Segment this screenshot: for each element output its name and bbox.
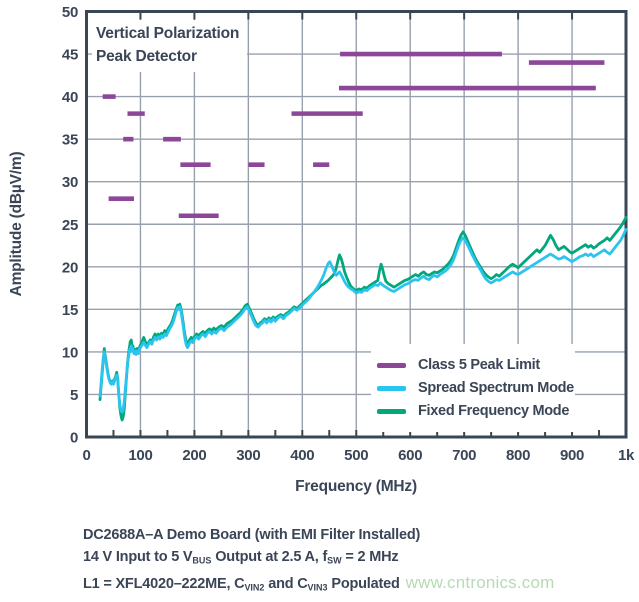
legend-item-class5-limit: Class 5 Peak Limit [377,357,575,373]
svg-text:45: 45 [62,47,78,64]
fixed-frequency-swatch-icon [377,408,406,414]
caption-line-3: L1 = XFL4020–222ME, CVIN2 and CVIN3 Popu… [83,572,555,593]
caption-line-2: 14 V Input to 5 VBUS Output at 2.5 A, fS… [83,549,399,566]
svg-text:25: 25 [62,217,78,234]
svg-text:35: 35 [62,132,78,149]
legend-item-fixed-frequency: Fixed Frequency Mode [377,403,575,419]
watermark-text: www.cntronics.com [405,572,555,592]
x-tick-labels: 0 100 200 300 400 500 600 700 800 900 1k [82,447,635,464]
svg-text:100: 100 [128,447,152,464]
svg-text:10: 10 [62,344,78,361]
svg-text:0: 0 [82,447,90,464]
annotation-line-2: Peak Detector [96,48,197,65]
series-spread-spectrum-mode [98,227,628,413]
svg-text:900: 900 [560,447,584,464]
svg-text:300: 300 [236,447,260,464]
svg-text:0: 0 [70,430,78,447]
svg-text:50: 50 [62,4,78,21]
legend-label: Class 5 Peak Limit [418,357,540,373]
spread-spectrum-swatch-icon [377,385,406,391]
svg-text:500: 500 [344,447,368,464]
y-axis-title: Amplitude (dBµV/m) [8,151,25,297]
class5-limit-swatch-icon [377,362,406,368]
plot-annotation: Vertical Polarization Peak Detector [92,20,248,72]
svg-text:800: 800 [506,447,530,464]
class5-limit-segments [102,51,605,219]
plot-frame [85,10,628,439]
svg-text:30: 30 [62,174,78,191]
svg-text:15: 15 [62,302,78,319]
legend: Class 5 Peak Limit Spread Spectrum Mode … [371,344,575,432]
chart-canvas: 0 100 200 300 400 500 600 700 800 900 1k 0 5 10 15 20 25… [62,4,635,464]
legend-label: Spread Spectrum Mode [418,380,574,396]
svg-text:200: 200 [182,447,206,464]
svg-text:600: 600 [398,447,422,464]
caption-block: DC2688A–A Demo Board (with EMI Filter In… [83,524,555,598]
legend-item-spread-spectrum: Spread Spectrum Mode [377,380,575,396]
x-axis-title: Frequency (MHz) [295,478,417,495]
svg-text:40: 40 [62,89,78,106]
caption-line-1: DC2688A–A Demo Board (with EMI Filter In… [83,527,421,543]
legend-label: Fixed Frequency Mode [418,403,570,419]
y-tick-labels: 0 5 10 15 20 25 30 35 40 45 50 [62,4,78,447]
svg-text:400: 400 [290,447,314,464]
svg-text:20: 20 [62,259,78,276]
annotation-line-1: Vertical Polarization [96,25,240,42]
svg-text:700: 700 [452,447,476,464]
svg-text:5: 5 [70,387,78,404]
svg-text:1k: 1k [618,447,635,464]
